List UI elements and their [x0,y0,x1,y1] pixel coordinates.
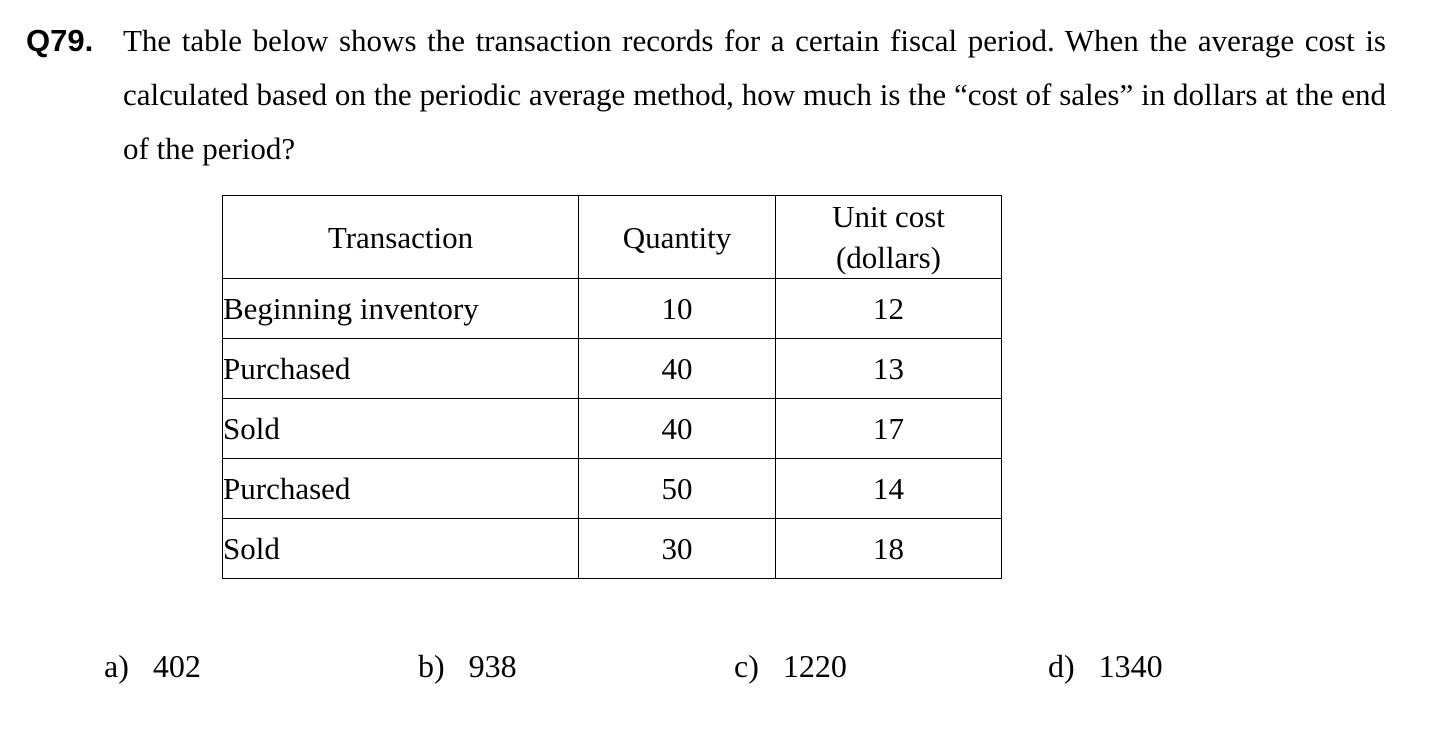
transaction-table: Transaction Quantity Unit cost (dollars)… [222,195,1002,579]
cell-quantity: 50 [578,458,776,519]
table-header-row: Transaction Quantity Unit cost (dollars) [222,195,1002,279]
header-quantity: Quantity [578,195,776,279]
choice-c[interactable]: c) 1220 [734,648,847,685]
table-row: Beginning inventory 10 12 [222,278,1002,339]
cell-transaction: Beginning inventory [222,278,579,339]
choice-value: 1340 [1098,648,1163,684]
choice-letter: b) [418,648,445,684]
choice-a[interactable]: a) 402 [104,648,201,685]
choice-letter: d) [1048,648,1075,684]
choice-letter: c) [734,648,759,684]
choice-value: 938 [468,648,517,684]
choice-letter: a) [104,648,129,684]
cell-transaction: Purchased [222,458,579,519]
cell-quantity: 10 [578,278,776,339]
question-number: Q79. [26,23,94,58]
cell-unit-cost: 13 [775,338,1002,399]
table-row: Purchased 50 14 [222,458,1002,519]
cell-quantity: 40 [578,338,776,399]
header-unit-cost-line1: Unit cost [832,199,945,234]
cell-quantity: 40 [578,398,776,459]
question-block: Q79. The table below shows the transacti… [26,14,1386,176]
cell-transaction: Purchased [222,338,579,399]
table-row: Sold 40 17 [222,398,1002,459]
cell-unit-cost: 17 [775,398,1002,459]
table-row: Sold 30 18 [222,518,1002,579]
cell-unit-cost: 18 [775,518,1002,579]
answer-choices: a) 402 b) 938 c) 1220 d) 1340 [0,648,1450,698]
table-row: Purchased 40 13 [222,338,1002,399]
cell-unit-cost: 14 [775,458,1002,519]
choice-d[interactable]: d) 1340 [1048,648,1163,685]
cell-transaction: Sold [222,518,579,579]
choice-value: 402 [152,648,201,684]
cell-transaction: Sold [222,398,579,459]
header-transaction: Transaction [222,195,579,279]
header-unit-cost-line2: (dollars) [835,240,942,275]
question-text: The table below shows the transaction re… [123,23,1386,166]
choice-b[interactable]: b) 938 [418,648,517,685]
cell-unit-cost: 12 [775,278,1002,339]
cell-quantity: 30 [578,518,776,579]
choice-value: 1220 [782,648,847,684]
header-unit-cost: Unit cost (dollars) [775,195,1002,279]
